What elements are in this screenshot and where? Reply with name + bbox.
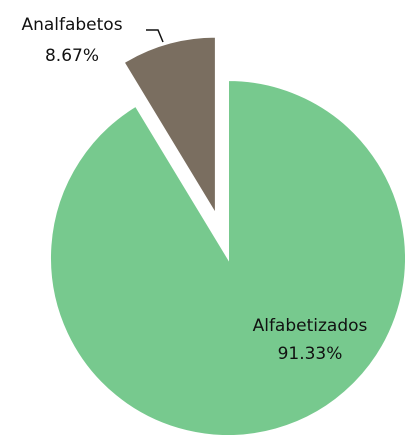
slice-label: Analfabetos — [21, 15, 122, 35]
slice-value-label: 91.33% — [278, 344, 343, 364]
pie-slice — [49, 78, 405, 435]
slice-value-label: 8.67% — [45, 46, 99, 66]
slice-label: Alfabetizados — [253, 316, 368, 336]
pie-slice — [122, 35, 217, 219]
leader-line — [146, 29, 164, 43]
